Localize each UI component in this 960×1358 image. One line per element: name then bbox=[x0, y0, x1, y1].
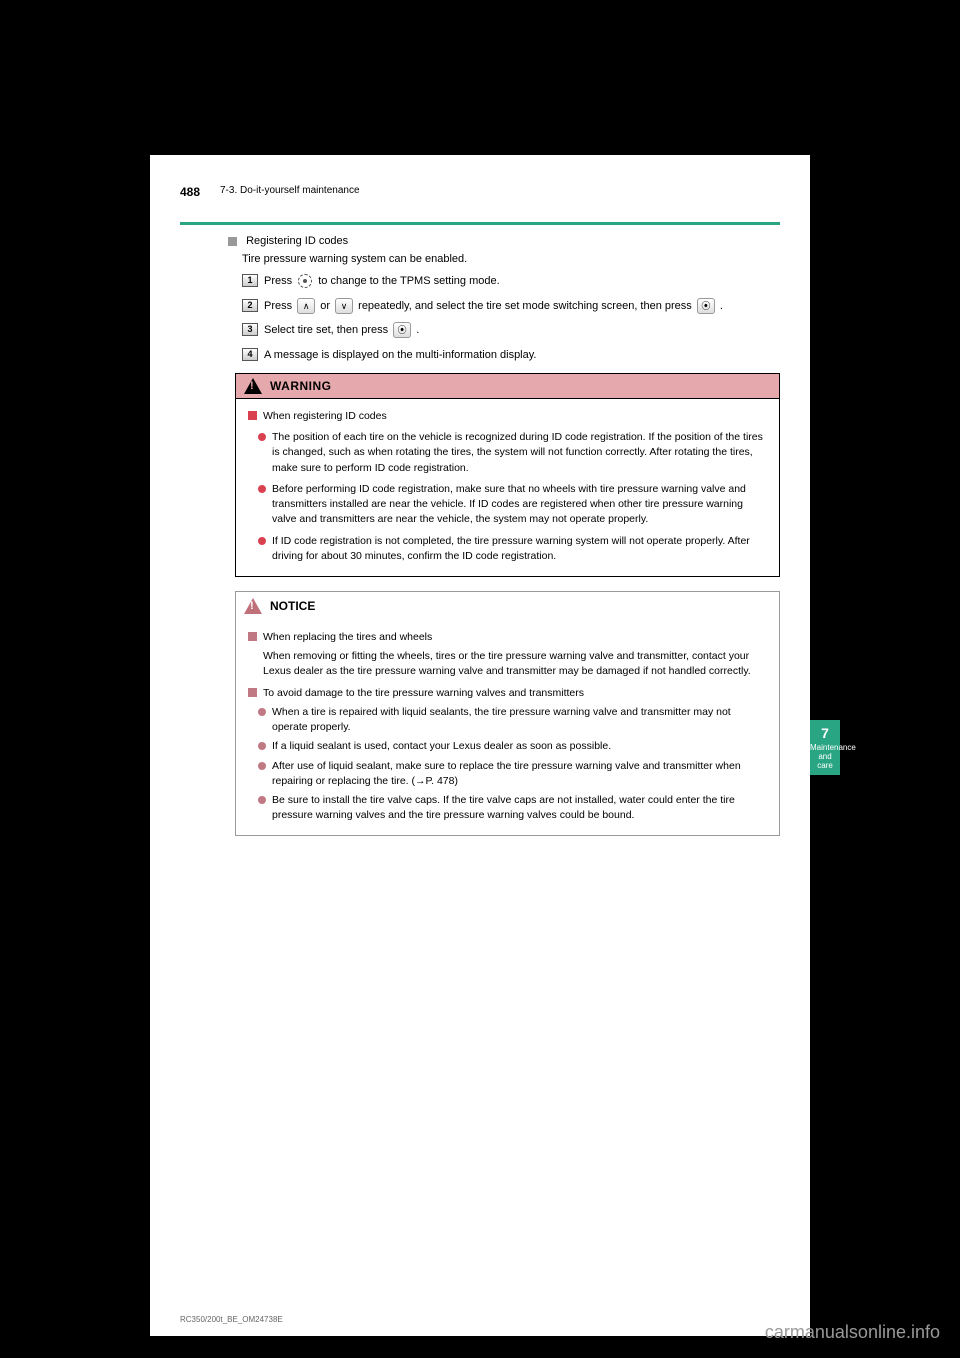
enter-button-icon: ⦿ bbox=[393, 322, 411, 338]
warning-bullet: The position of each tire on the vehicle… bbox=[258, 430, 767, 476]
step-2: 2 Press ∧ or ∨ repeatedly, and select th… bbox=[242, 298, 780, 315]
step-number-icon: 3 bbox=[242, 323, 258, 336]
warning-label: WARNING bbox=[270, 379, 332, 393]
intro-text: Tire pressure warning system can be enab… bbox=[242, 253, 780, 265]
bullet-dot-icon bbox=[258, 796, 266, 804]
notice-square-icon bbox=[248, 688, 257, 697]
step-text: A message is displayed on the multi-info… bbox=[264, 347, 780, 364]
bullet-dot-icon bbox=[258, 762, 266, 770]
step-1: 1 Press to change to the TPMS setting mo… bbox=[242, 273, 780, 290]
step-text: Press to change to the TPMS setting mode… bbox=[264, 273, 780, 290]
warning-box: WARNING When registering ID codes The po… bbox=[235, 373, 780, 577]
section-heading: Registering ID codes bbox=[228, 235, 780, 247]
notice-triangle-icon bbox=[244, 598, 262, 614]
section-title: Registering ID codes bbox=[246, 235, 348, 247]
chapter-side-tab: 7 Maintenance and care bbox=[810, 720, 840, 775]
enter-button-icon: ⦿ bbox=[697, 298, 715, 314]
bullet-dot-icon bbox=[258, 708, 266, 716]
notice-body: When replacing the tires and wheels When… bbox=[236, 620, 779, 835]
page-number: 488 bbox=[180, 185, 200, 199]
gear-icon bbox=[298, 274, 312, 288]
warning-triangle-icon bbox=[244, 378, 262, 394]
warning-bullet: Before performing ID code registration, … bbox=[258, 482, 767, 528]
notice-header: NOTICE bbox=[236, 592, 779, 620]
step-number-icon: 1 bbox=[242, 274, 258, 287]
notice-label: NOTICE bbox=[270, 599, 315, 613]
product-code: RC350/200t_BE_OM24738E bbox=[180, 1315, 283, 1324]
chapter-label: Maintenance and care bbox=[810, 743, 856, 770]
warning-header: WARNING bbox=[236, 374, 779, 399]
notice-heading: To avoid damage to the tire pressure war… bbox=[248, 686, 767, 701]
section-marker-icon bbox=[228, 237, 237, 246]
warning-bullet: If ID code registration is not completed… bbox=[258, 534, 767, 564]
chapter-number: 7 bbox=[810, 726, 840, 741]
bullet-dot-icon bbox=[258, 742, 266, 750]
warning-body: When registering ID codes The position o… bbox=[236, 399, 779, 576]
breadcrumb: 7-3. Do-it-yourself maintenance bbox=[220, 185, 360, 196]
notice-square-icon bbox=[248, 632, 257, 641]
manual-page: 488 7-3. Do-it-yourself maintenance Regi… bbox=[150, 155, 810, 1336]
notice-heading: When replacing the tires and wheels bbox=[248, 630, 767, 645]
step-3: 3 Select tire set, then press ⦿ . bbox=[242, 322, 780, 339]
step-number-icon: 4 bbox=[242, 348, 258, 361]
notice-bullet: Be sure to install the tire valve caps. … bbox=[258, 793, 767, 823]
bullet-dot-icon bbox=[258, 485, 266, 493]
notice-box: NOTICE When replacing the tires and whee… bbox=[235, 591, 780, 836]
watermark: carmanualsonline.info bbox=[765, 1322, 940, 1343]
notice-bullet: If a liquid sealant is used, contact you… bbox=[258, 739, 767, 754]
bullet-dot-icon bbox=[258, 537, 266, 545]
notice-bullet: After use of liquid sealant, make sure t… bbox=[258, 759, 767, 789]
step-text: Select tire set, then press ⦿ . bbox=[264, 322, 780, 339]
page-header: 488 7-3. Do-it-yourself maintenance bbox=[180, 185, 780, 225]
notice-text: When removing or fitting the wheels, tir… bbox=[263, 649, 767, 679]
bullet-dot-icon bbox=[258, 433, 266, 441]
notice-bullet: When a tire is repaired with liquid seal… bbox=[258, 705, 767, 735]
step-text: Press ∧ or ∨ repeatedly, and select the … bbox=[264, 298, 780, 315]
warning-square-icon bbox=[248, 411, 257, 420]
step-number-icon: 2 bbox=[242, 299, 258, 312]
step-4: 4 A message is displayed on the multi-in… bbox=[242, 347, 780, 364]
warning-heading: When registering ID codes bbox=[248, 409, 767, 424]
up-button-icon: ∧ bbox=[297, 298, 315, 314]
down-button-icon: ∨ bbox=[335, 298, 353, 314]
